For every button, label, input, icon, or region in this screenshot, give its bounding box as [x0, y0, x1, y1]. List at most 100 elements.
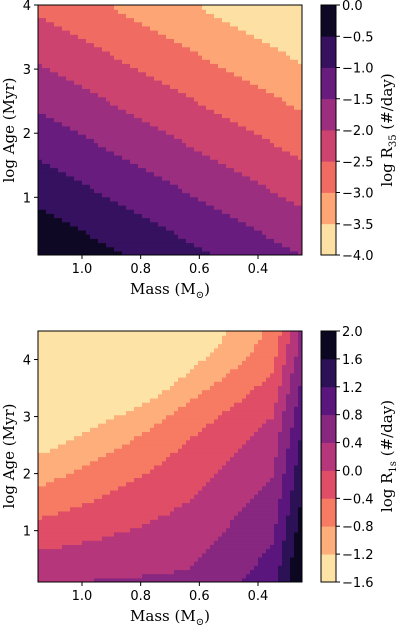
contour-cell: [238, 246, 243, 252]
contour-cell: [258, 230, 263, 235]
contour-cell: [74, 556, 79, 562]
contour-cell: [38, 184, 43, 189]
contour-cell: [130, 42, 135, 48]
contour-cell: [66, 519, 71, 525]
contour-cell: [222, 117, 227, 123]
contour-cell: [130, 238, 135, 244]
contour-cell: [62, 464, 67, 470]
contour-cell: [62, 125, 67, 131]
contour-cell: [230, 146, 235, 152]
contour-cell: [82, 573, 87, 579]
contour-cell: [78, 130, 83, 135]
contour-cell: [246, 67, 251, 73]
contour-cell: [58, 527, 63, 533]
contour-cell: [238, 192, 243, 198]
contour-cell: [46, 556, 51, 562]
contour-cell: [74, 477, 79, 483]
contour-cell: [74, 464, 79, 470]
contour-cell: [174, 167, 179, 173]
contour-cell: [238, 155, 243, 160]
contour-cell: [118, 100, 123, 106]
contour-cell: [286, 142, 291, 148]
contour-cell: [266, 196, 271, 202]
contour-cell: [86, 351, 91, 357]
contour-cell: [74, 109, 79, 114]
contour-cell: [222, 34, 227, 39]
contour-cell: [254, 55, 259, 60]
contour-cell: [230, 50, 235, 56]
contour-cell: [226, 96, 231, 102]
contour-cell: [74, 427, 79, 432]
colorbar-tick-label: −0.5: [342, 30, 374, 45]
contour-cell: [278, 30, 283, 35]
contour-cell: [262, 17, 267, 23]
contour-cell: [278, 134, 283, 139]
contour-cell: [158, 92, 163, 98]
contour-cell: [70, 234, 75, 239]
contour-cell: [186, 109, 191, 114]
contour-cell: [130, 159, 135, 164]
contour-cell: [94, 456, 99, 462]
x-tick-label: 1.0: [72, 262, 93, 277]
contour-cell: [290, 167, 295, 173]
contour-cell: [138, 246, 143, 252]
contour-cell: [186, 84, 191, 89]
contour-cell: [58, 406, 63, 412]
contour-cell: [210, 234, 215, 239]
contour-cell: [94, 402, 99, 407]
contour-cell: [138, 242, 143, 248]
contour-cell: [170, 250, 175, 255]
contour-cell: [246, 188, 251, 194]
contour-cell: [242, 25, 247, 31]
contour-cell: [222, 80, 227, 85]
contour-cell: [250, 175, 255, 181]
contour-cell: [226, 88, 231, 94]
contour-cell: [174, 59, 179, 64]
contour-cell: [94, 84, 99, 89]
contour-cell: [54, 351, 59, 357]
contour-cell: [206, 146, 211, 152]
contour-cell: [70, 80, 75, 85]
contour-cell: [78, 184, 83, 189]
contour-cell: [110, 105, 115, 110]
contour-cell: [226, 75, 231, 81]
contour-cell: [62, 30, 67, 35]
contour-cell: [114, 25, 119, 31]
contour-cell: [226, 121, 231, 127]
contour-cell: [174, 88, 179, 94]
contour-cell: [90, 335, 95, 340]
contour-cell: [150, 188, 155, 194]
contour-cell: [42, 217, 47, 223]
contour-cell: [222, 96, 227, 102]
contour-cell: [78, 431, 83, 437]
contour-cell: [38, 55, 43, 60]
contour-cell: [110, 17, 115, 23]
contour-cell: [46, 184, 51, 189]
contour-cell: [78, 372, 83, 378]
contour-cell: [38, 113, 43, 119]
contour-cell: [110, 80, 115, 85]
contour-cell: [210, 246, 215, 252]
contour-cell: [150, 125, 155, 131]
contour-cell: [130, 205, 135, 210]
contour-cell: [254, 34, 259, 39]
contour-cell: [82, 13, 87, 19]
contour-cell: [210, 121, 215, 127]
contour-cell: [82, 180, 87, 185]
contour-cell: [70, 343, 75, 349]
contour-cell: [78, 105, 83, 110]
contour-cell: [242, 155, 247, 160]
contour-cell: [70, 117, 75, 123]
contour-cell: [94, 423, 99, 428]
contour-cell: [238, 130, 243, 135]
contour-cell: [162, 242, 167, 248]
contour-cell: [170, 9, 175, 14]
contour-cell: [74, 46, 79, 52]
contour-cell: [170, 17, 175, 23]
contour-cell: [102, 489, 107, 495]
contour-cell: [86, 246, 91, 252]
contour-cell: [86, 242, 91, 248]
contour-cell: [266, 246, 271, 252]
contour-cell: [50, 225, 55, 231]
contour-cell: [90, 423, 95, 428]
